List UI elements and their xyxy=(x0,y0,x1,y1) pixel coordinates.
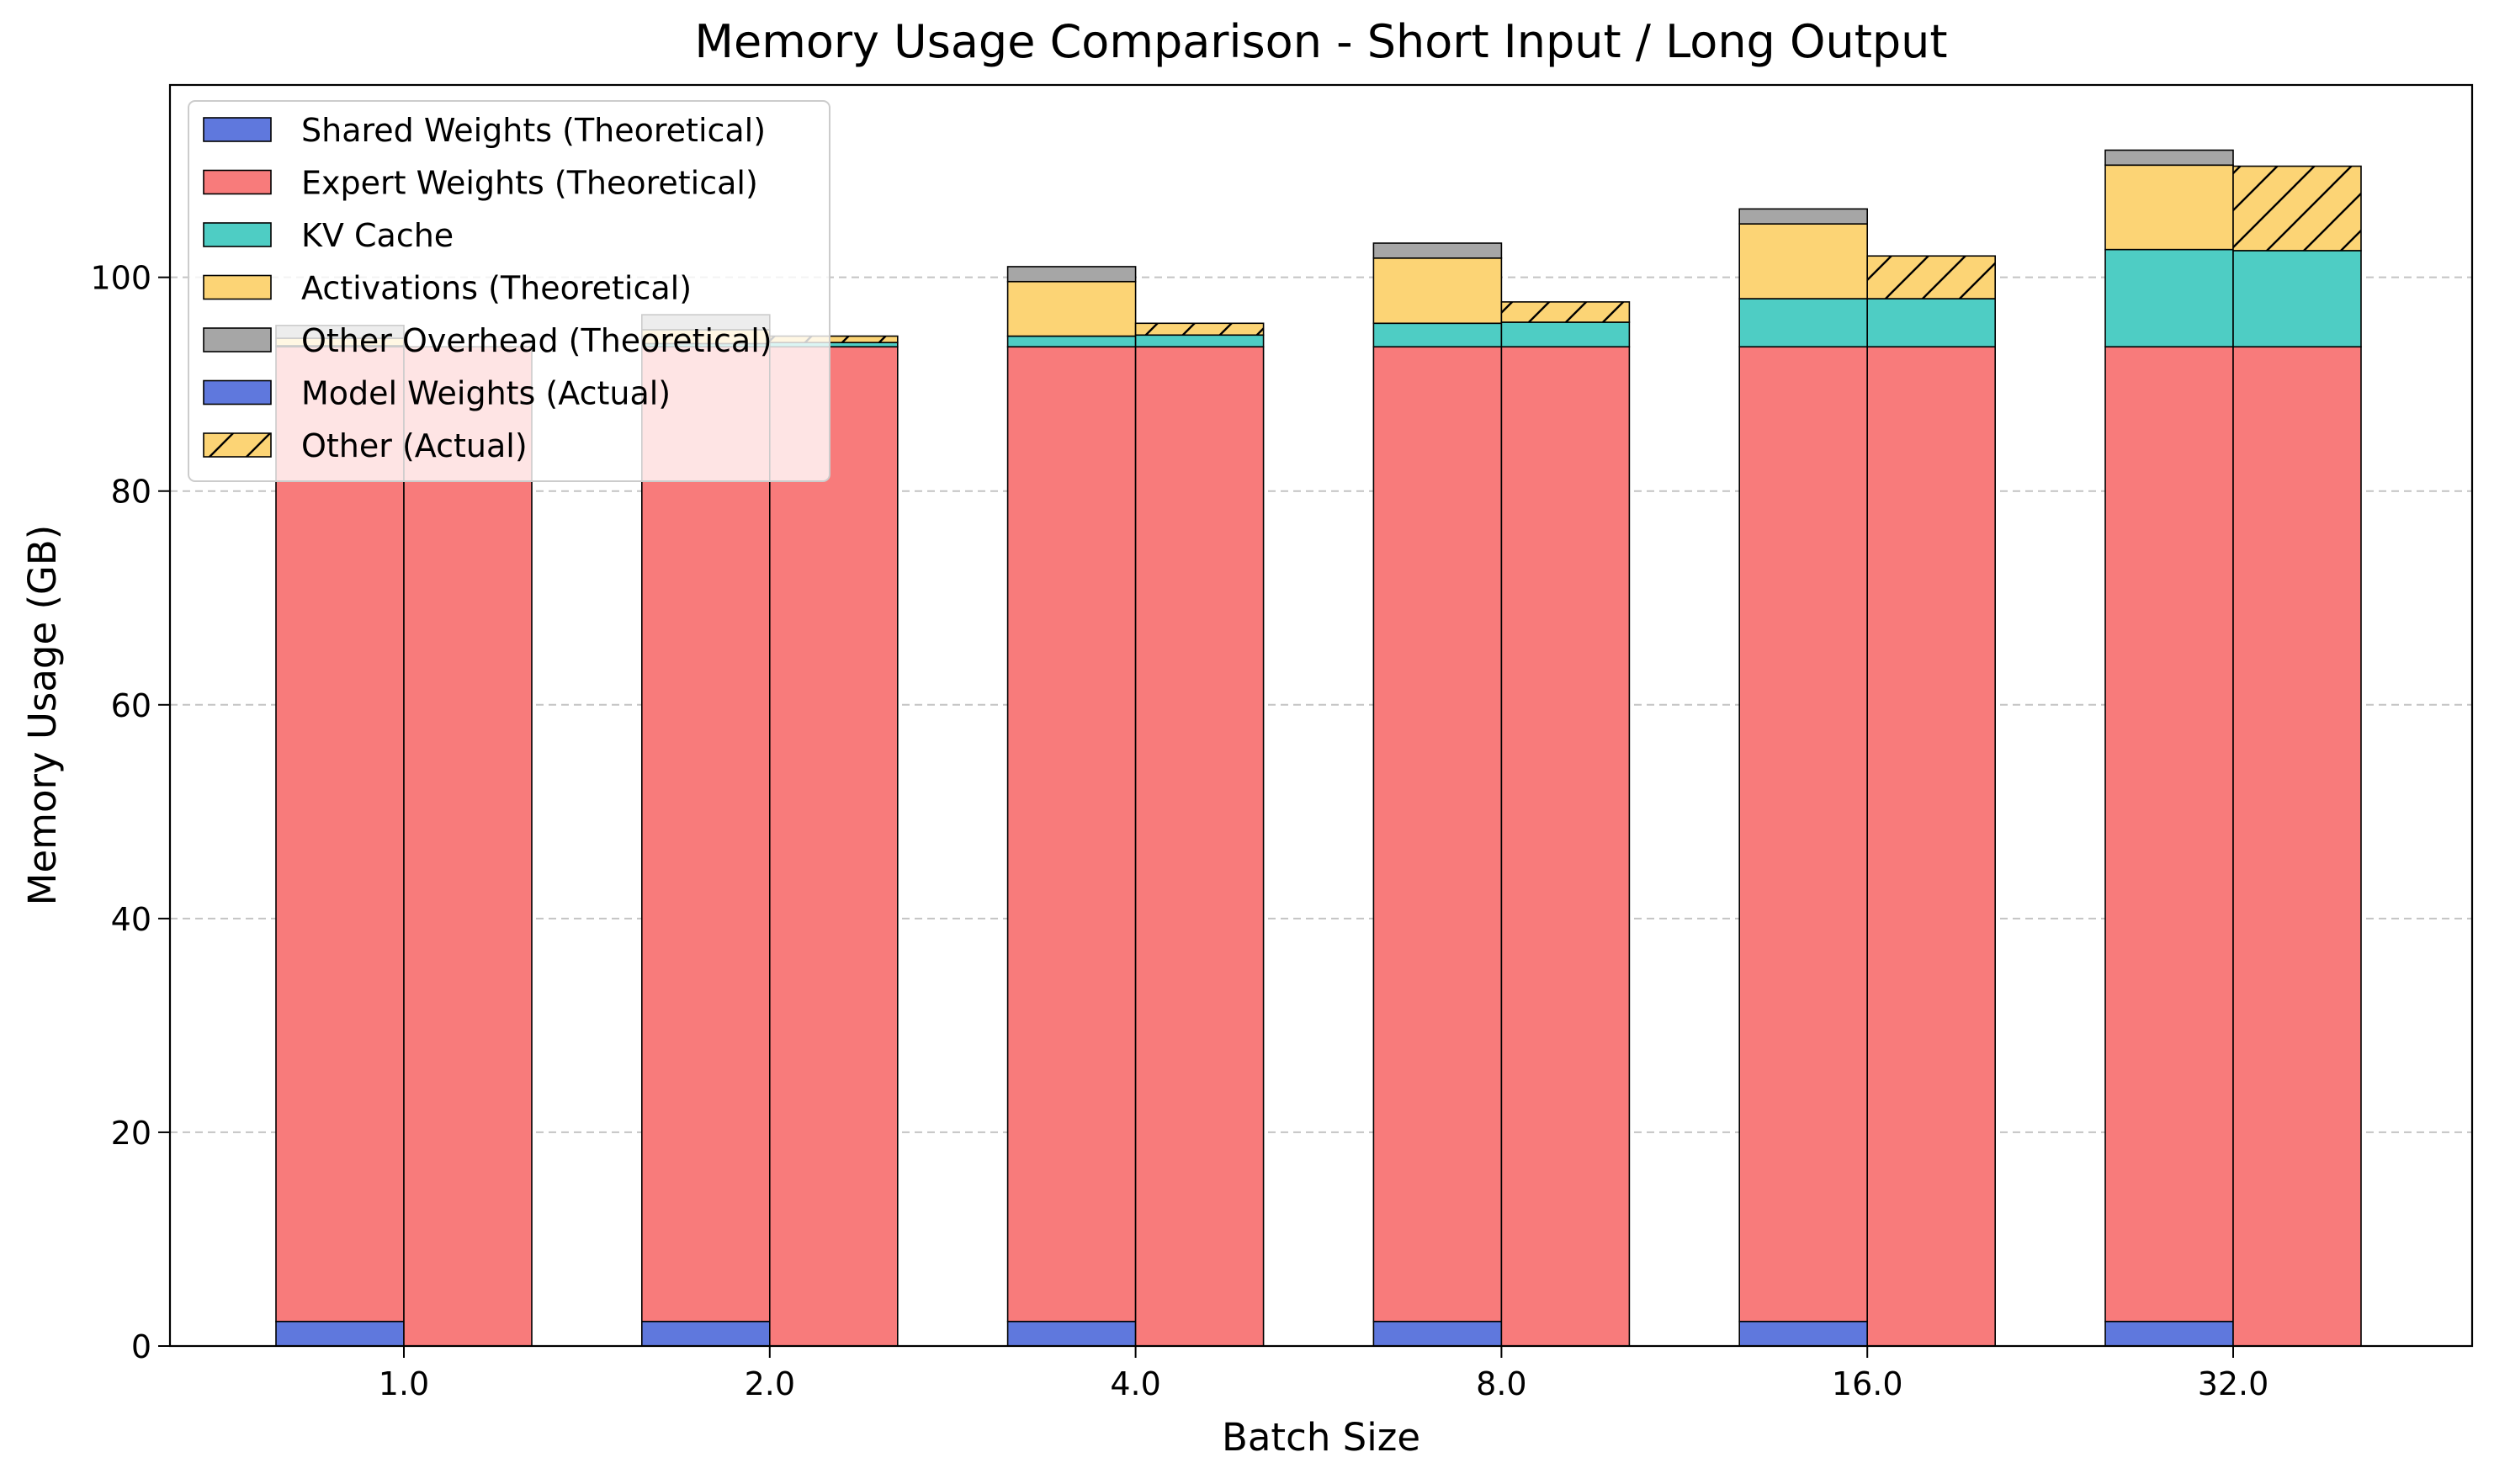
legend-swatch xyxy=(203,379,272,405)
legend-label: Other Overhead (Theoretical) xyxy=(301,322,772,359)
bar-segment-theoretical-2-2 xyxy=(1006,335,1137,348)
legend-box xyxy=(188,100,830,482)
bar-segment-actual-4-2 xyxy=(1866,255,1996,299)
legend-swatch xyxy=(203,432,272,458)
bar-segment-theoretical-0-0 xyxy=(275,1320,405,1347)
bar-segment-theoretical-5-3 xyxy=(2104,164,2234,251)
bar-segment-theoretical-4-2 xyxy=(1738,298,1868,348)
legend-swatch xyxy=(203,117,272,142)
bar-segment-theoretical-4-4 xyxy=(1738,208,1868,225)
gridlines xyxy=(170,276,2472,1133)
x-tick-label: 32.0 xyxy=(2198,1365,2269,1402)
bar-segment-theoretical-1-1 xyxy=(640,346,771,1322)
bar-segment-actual-4-0 xyxy=(1866,346,1996,1347)
bar-segment-theoretical-3-1 xyxy=(1372,346,1503,1322)
bar-segment-theoretical-5-0 xyxy=(2104,1320,2234,1347)
bar-segment-theoretical-3-3 xyxy=(1372,257,1503,325)
x-axis: 1.0 2.0 4.0 8.0 16.0 32.0 xyxy=(379,1346,2269,1402)
legend-label: Activations (Theoretical) xyxy=(301,270,692,307)
y-tick-label: 20 xyxy=(111,1115,151,1152)
y-axis: 0 20 40 60 80 100 xyxy=(90,260,170,1365)
bar-segment-actual-0-0 xyxy=(403,346,533,1347)
legend-swatch xyxy=(203,327,272,352)
y-tick-label: 100 xyxy=(90,260,151,297)
bar-segment-actual-2-0 xyxy=(1134,346,1265,1347)
chart-title: Memory Usage Comparison - Short Input / … xyxy=(694,15,1947,68)
bar-segment-actual-3-1 xyxy=(1500,321,1631,348)
bar-segment-theoretical-2-1 xyxy=(1006,346,1137,1322)
legend-label: Shared Weights (Theoretical) xyxy=(301,112,766,149)
bar-segment-theoretical-2-0 xyxy=(1006,1320,1137,1347)
bar-segment-actual-3-0 xyxy=(1500,346,1631,1347)
x-tick-label: 1.0 xyxy=(379,1365,429,1402)
bars-layer xyxy=(275,149,2362,1347)
x-axis-label: Batch Size xyxy=(1222,1415,1420,1460)
legend-label: Other (Actual) xyxy=(301,427,528,464)
bar-segment-actual-5-2 xyxy=(2232,165,2362,252)
bar-segment-theoretical-3-0 xyxy=(1372,1320,1503,1347)
x-tick-label: 2.0 xyxy=(745,1365,795,1402)
legend-swatch xyxy=(203,274,272,300)
y-tick-label: 60 xyxy=(111,687,151,724)
bar-segment-theoretical-3-2 xyxy=(1372,322,1503,348)
bar-segment-theoretical-3-4 xyxy=(1372,242,1503,259)
bar-segment-theoretical-2-4 xyxy=(1006,266,1137,283)
bar-segment-theoretical-5-1 xyxy=(2104,346,2234,1322)
plot-frame xyxy=(168,83,2474,1348)
bar-segment-theoretical-1-0 xyxy=(640,1320,771,1347)
bar-segment-theoretical-4-1 xyxy=(1738,346,1868,1322)
bar-segment-theoretical-0-1 xyxy=(275,346,405,1322)
bar-segment-actual-1-0 xyxy=(768,346,899,1347)
y-tick-label: 0 xyxy=(131,1328,151,1365)
legend-label: Model Weights (Actual) xyxy=(301,375,671,412)
bar-segment-theoretical-2-3 xyxy=(1006,280,1137,337)
bar-segment-theoretical-4-0 xyxy=(1738,1320,1868,1347)
x-tick-label: 16.0 xyxy=(1832,1365,1903,1402)
bar-segment-theoretical-5-2 xyxy=(2104,248,2234,348)
bar-segment-actual-3-2 xyxy=(1500,301,1631,323)
bar-segment-actual-4-1 xyxy=(1866,298,1996,348)
legend-swatch xyxy=(203,169,272,195)
x-tick-label: 8.0 xyxy=(1476,1365,1526,1402)
y-tick-label: 80 xyxy=(111,474,151,511)
legend: Shared Weights (Theoretical) Expert Weigh… xyxy=(188,100,830,482)
legend-swatch xyxy=(203,222,272,247)
bar-segment-actual-5-1 xyxy=(2232,250,2362,348)
x-tick-label: 4.0 xyxy=(1110,1365,1160,1402)
y-axis-label: Memory Usage (GB) xyxy=(20,525,65,906)
bar-segment-theoretical-4-3 xyxy=(1738,223,1868,299)
bar-segment-actual-2-2 xyxy=(1134,322,1265,337)
y-tick-label: 40 xyxy=(111,901,151,938)
bar-segment-actual-2-1 xyxy=(1134,334,1265,348)
legend-label: Expert Weights (Theoretical) xyxy=(301,165,758,202)
bar-segment-actual-5-0 xyxy=(2232,346,2362,1347)
legend-label: KV Cache xyxy=(301,217,454,254)
bar-segment-theoretical-5-4 xyxy=(2104,149,2234,167)
